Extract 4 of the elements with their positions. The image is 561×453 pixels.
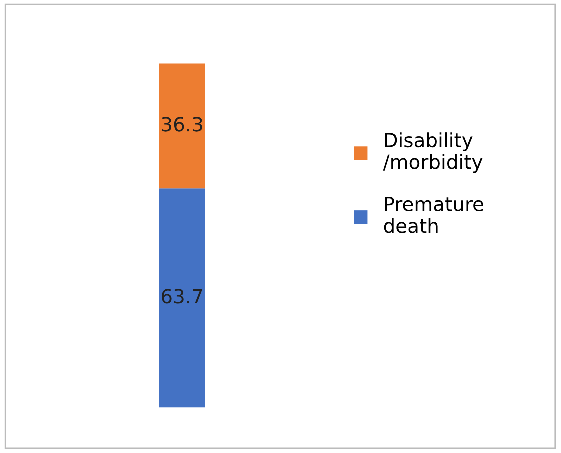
data-label: 36.3 [162, 117, 202, 132]
legend-label: Premature death [384, 197, 484, 234]
data-label: 63.7 [162, 289, 202, 304]
legend-label: Disability /morbidity [383, 132, 483, 174]
